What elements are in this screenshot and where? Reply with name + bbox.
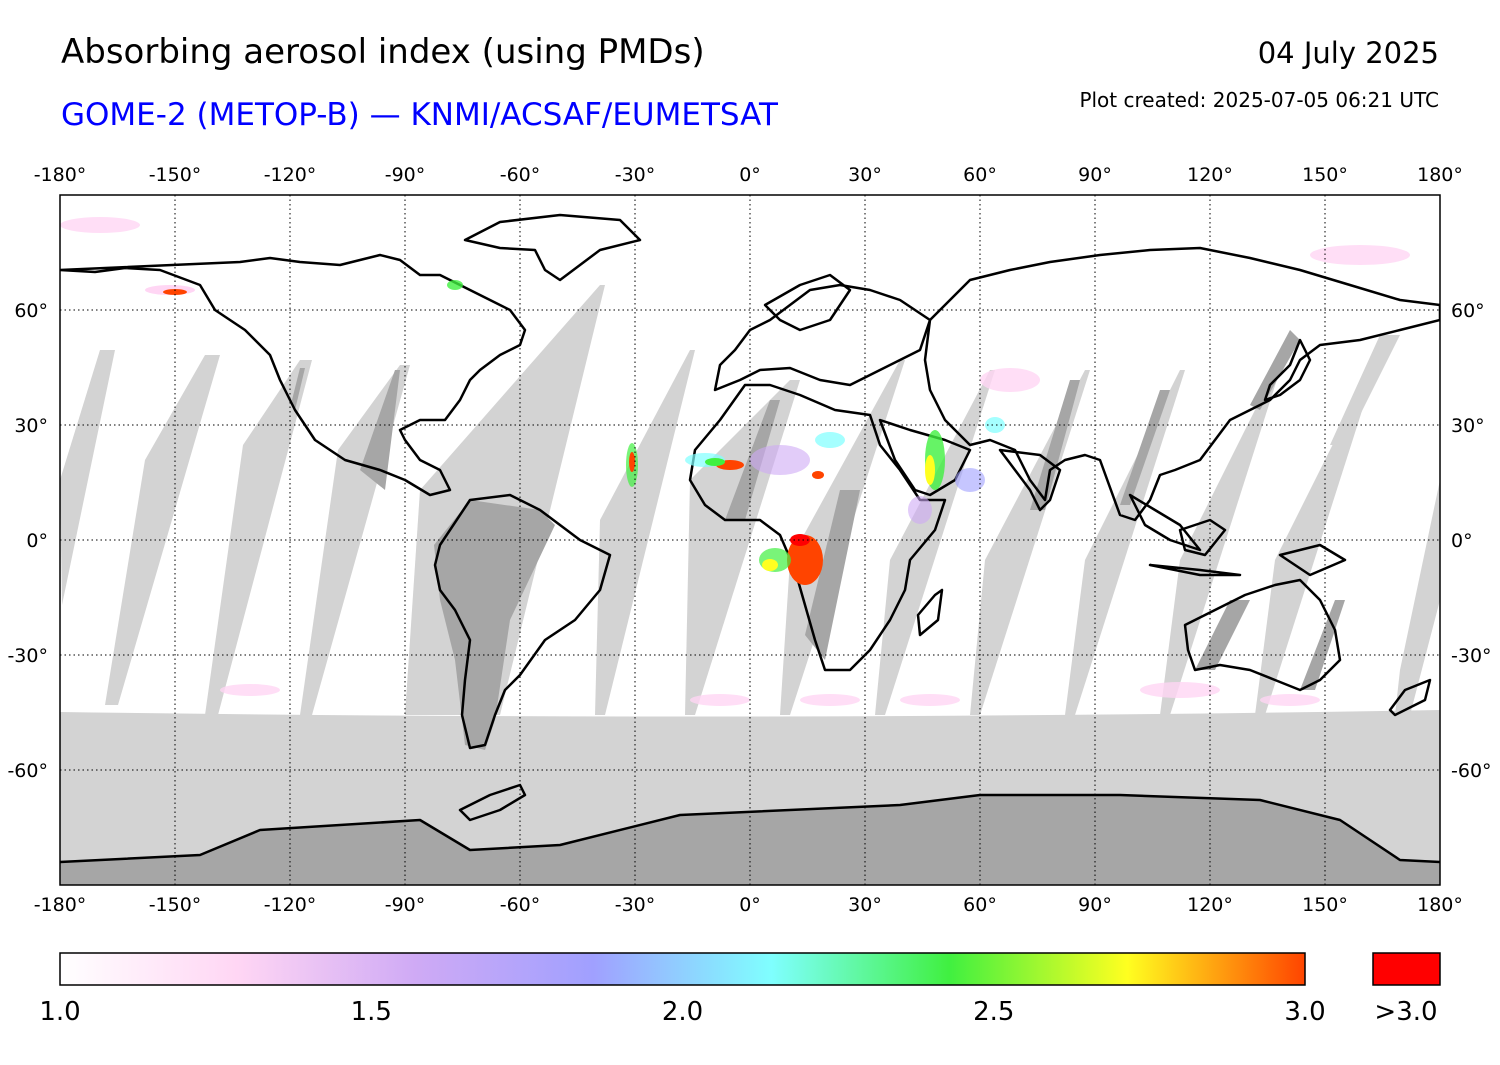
- lon-tick-label: -30°: [615, 894, 656, 916]
- colorbar-ticks: 1.0 1.5 2.0 2.5 3.0: [39, 997, 1325, 1027]
- lat-tick-label: -30°: [1451, 645, 1492, 667]
- lon-tick-label: 90°: [1078, 164, 1112, 186]
- lon-tick-label: -150°: [149, 894, 202, 916]
- lon-tick-label: -120°: [264, 894, 317, 916]
- lon-tick-label: 0°: [739, 164, 761, 186]
- lon-tick-label: -60°: [500, 894, 541, 916]
- lon-tick-label: -90°: [385, 164, 426, 186]
- lon-tick-label: 150°: [1302, 164, 1348, 186]
- coastlines: [60, 213, 1440, 864]
- plume-canada: [145, 280, 463, 295]
- lat-tick-label: 0°: [26, 530, 48, 552]
- plume-central-africa: [759, 534, 823, 585]
- lon-tick-label: 90°: [1078, 894, 1112, 916]
- date-label: 04 July 2025: [1257, 36, 1439, 70]
- lon-tick-label: 120°: [1187, 894, 1233, 916]
- gridlines: [60, 195, 1440, 885]
- lon-tick-label: 180°: [1417, 894, 1463, 916]
- lon-tick-label: 60°: [963, 894, 997, 916]
- lon-tick-label: 180°: [1417, 164, 1463, 186]
- lon-ticks-bottom: -180° -150° -120° -90° -60° -30° 0° 30° 60° 90° 12…: [34, 894, 1463, 916]
- lat-ticks-right: 60° 30° 0° -30° -60°: [1451, 300, 1492, 782]
- lat-tick-label: 60°: [14, 300, 48, 322]
- lat-tick-label: -30°: [7, 645, 48, 667]
- colorbar-tick-label: 1.0: [39, 997, 80, 1027]
- colorbar-tick-label: 1.5: [351, 997, 392, 1027]
- colorbar-tick-label: 3.0: [1284, 997, 1325, 1027]
- lon-ticks-top: -180° -150° -120° -90° -60° -30° 0° 30° 60° 90° 12…: [34, 164, 1463, 186]
- lon-tick-label: 30°: [848, 164, 882, 186]
- lat-tick-label: -60°: [1451, 760, 1492, 782]
- lon-tick-label: -30°: [615, 164, 656, 186]
- lat-tick-label: 30°: [14, 415, 48, 437]
- plume-sahara: [685, 432, 845, 479]
- colorbar-over-label: >3.0: [1374, 997, 1437, 1027]
- lon-tick-label: 60°: [963, 164, 997, 186]
- lat-tick-label: -60°: [7, 760, 48, 782]
- lon-tick-label: 0°: [739, 894, 761, 916]
- colorbar-over-box: [1372, 952, 1441, 986]
- lat-ticks-left: 60° 30° 0° -30° -60°: [7, 300, 48, 782]
- map-frame: [59, 194, 1441, 886]
- aerosol-plumes: [60, 217, 1410, 706]
- colorbar: [59, 952, 1306, 986]
- lon-tick-label: -60°: [500, 164, 541, 186]
- lon-tick-label: -120°: [264, 164, 317, 186]
- plume-atlantic: [626, 443, 638, 487]
- lat-tick-label: 30°: [1451, 415, 1485, 437]
- lon-tick-label: 150°: [1302, 894, 1348, 916]
- lon-tick-label: 120°: [1187, 164, 1233, 186]
- plume-scatter: [60, 217, 1410, 706]
- lon-tick-label: -150°: [149, 164, 202, 186]
- lon-tick-label: -90°: [385, 894, 426, 916]
- chart-subtitle: GOME-2 (METOP-B) — KNMI/ACSAF/EUMETSAT: [61, 97, 778, 133]
- lon-tick-label: -180°: [34, 894, 87, 916]
- lon-tick-label: 30°: [848, 894, 882, 916]
- plume-arabia: [908, 417, 1005, 524]
- chart-title: Absorbing aerosol index (using PMDs): [61, 32, 705, 72]
- lat-tick-label: 60°: [1451, 300, 1485, 322]
- lon-tick-label: -180°: [34, 164, 87, 186]
- colorbar-tick-label: 2.0: [662, 997, 703, 1027]
- colorbar-tick-label: 2.5: [973, 997, 1014, 1027]
- lat-tick-label: 0°: [1451, 530, 1473, 552]
- plot-created-label: Plot created: 2025-07-05 06:21 UTC: [1079, 88, 1439, 112]
